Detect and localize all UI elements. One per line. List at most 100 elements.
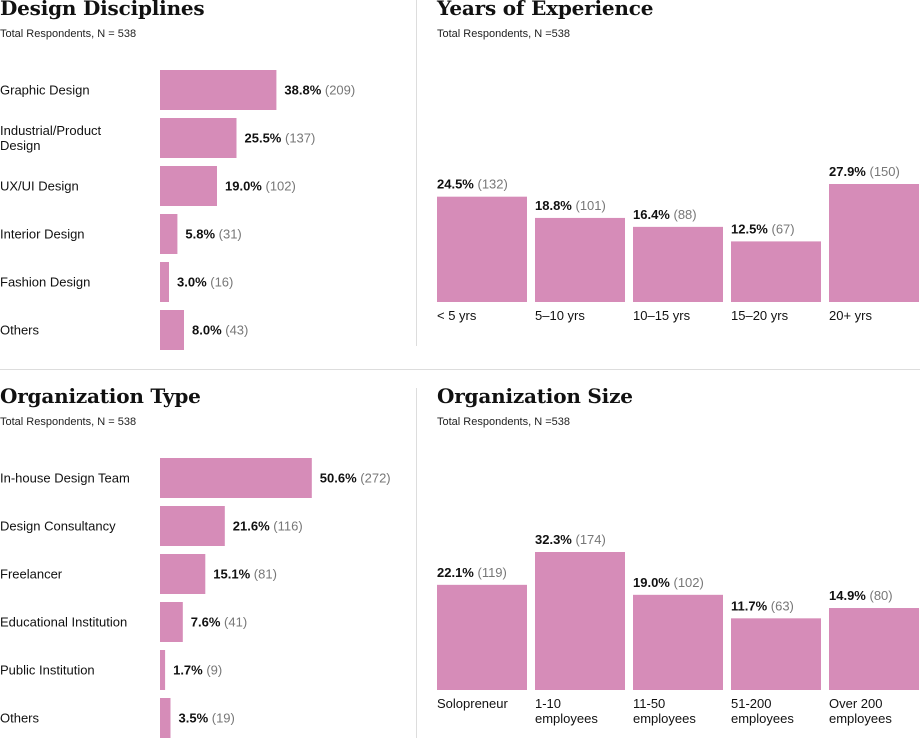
category-label: Over 200 (829, 696, 882, 711)
percent-label: 21.6% (233, 519, 270, 534)
bar (160, 458, 312, 498)
percent-label: 24.5% (437, 177, 474, 192)
data-label: 50.6% (272) (320, 471, 391, 486)
percent-label: 5.8% (185, 227, 215, 242)
data-label: 12.5% (67) (731, 221, 795, 236)
category-label: Freelancer (0, 567, 63, 582)
data-label: 19.0% (102) (633, 575, 704, 590)
percent-label: 32.3% (535, 532, 572, 547)
percent-label: 38.8% (284, 83, 321, 98)
bar (437, 196, 527, 302)
percent-label: 25.5% (245, 131, 282, 146)
category-label: Interior Design (0, 227, 85, 242)
percent-label: 22.1% (437, 565, 474, 580)
count-label: (16) (207, 275, 234, 290)
category-label: Design (0, 138, 40, 153)
count-label: (43) (222, 323, 249, 338)
count-label: (101) (572, 198, 606, 213)
divider-horizontal (0, 369, 920, 370)
percent-label: 15.1% (213, 567, 250, 582)
bar (160, 70, 277, 110)
chart-subtitle: Total Respondents, N = 538 (0, 416, 137, 428)
category-label: Others (0, 323, 40, 338)
years-of-experience-chart: 24.5% (132) < 5 yrs 18.8% (101) 5–10 yrs 16.… (437, 164, 919, 323)
data-label: 19.0% (102) (225, 179, 296, 194)
count-label: (19) (208, 711, 235, 726)
category-label: Graphic Design (0, 83, 90, 98)
percent-label: 50.6% (320, 471, 357, 486)
data-label: 11.7% (63) (731, 598, 794, 613)
years-of-experience-panel: Years of Experience Total Respondents, N… (437, 0, 920, 360)
bar (535, 217, 625, 302)
count-label: (132) (474, 177, 508, 192)
data-label: 8.0% (43) (192, 323, 248, 338)
category-label: Fashion Design (0, 275, 90, 290)
category-label: In-house Design Team (0, 471, 130, 486)
count-label: (102) (262, 179, 296, 194)
category-label: employees (633, 711, 696, 726)
data-label: 7.6% (41) (191, 615, 247, 630)
data-label: 27.9% (150) (829, 164, 900, 179)
organization-type-chart: In-house Design Team 50.6% (272) Design Co… (0, 458, 391, 738)
design-disciplines-chart: Graphic Design 38.8% (209) Industrial/Prod… (0, 70, 355, 350)
bar (160, 506, 225, 546)
category-label: Industrial/Product (0, 123, 102, 138)
percent-label: 3.5% (179, 711, 209, 726)
count-label: (174) (572, 532, 606, 547)
category-label: Design Consultancy (0, 519, 116, 534)
data-label: 38.8% (209) (284, 83, 355, 98)
bar (160, 602, 183, 642)
data-label: 15.1% (81) (213, 567, 277, 582)
bar (160, 214, 178, 254)
percent-label: 18.8% (535, 198, 572, 213)
count-label: (31) (215, 227, 242, 242)
category-label: employees (829, 711, 892, 726)
category-label: 15–20 yrs (731, 308, 789, 323)
organization-size-panel: Organization Size Total Respondents, N =… (437, 384, 920, 738)
category-label: 5–10 yrs (535, 308, 585, 323)
chart-title: Years of Experience (437, 0, 654, 20)
data-label: 24.5% (132) (437, 177, 508, 192)
bar (160, 554, 206, 594)
bar (160, 698, 171, 738)
percent-label: 1.7% (173, 663, 203, 678)
percent-label: 11.7% (731, 598, 768, 613)
category-label: employees (731, 711, 794, 726)
category-label: < 5 yrs (437, 308, 477, 323)
category-label: UX/UI Design (0, 179, 79, 194)
count-label: (137) (281, 131, 315, 146)
bar (160, 118, 237, 158)
data-label: 5.8% (31) (185, 227, 241, 242)
bar (160, 262, 169, 302)
category-label: Educational Institution (0, 615, 127, 630)
data-label: 18.8% (101) (535, 198, 606, 213)
percent-label: 12.5% (731, 221, 768, 236)
percent-label: 8.0% (192, 323, 222, 338)
bar (731, 241, 821, 302)
chart-subtitle: Total Respondents, N =538 (437, 28, 571, 40)
category-label: Public Institution (0, 663, 95, 678)
count-label: (272) (357, 471, 391, 486)
chart-subtitle: Total Respondents, N =538 (437, 416, 571, 428)
bar (829, 184, 919, 302)
count-label: (209) (321, 83, 355, 98)
count-label: (88) (670, 207, 697, 222)
bar (535, 552, 625, 690)
data-label: 14.9% (80) (829, 588, 893, 603)
data-label: 1.7% (9) (173, 663, 222, 678)
data-label: 16.4% (88) (633, 207, 697, 222)
divider-vertical-bottom (416, 388, 417, 738)
count-label: (80) (866, 588, 893, 603)
bar (437, 584, 527, 690)
percent-label: 19.0% (633, 575, 670, 590)
count-label: (63) (767, 598, 794, 613)
count-label: (41) (220, 615, 247, 630)
bar (160, 310, 184, 350)
data-label: 3.5% (19) (179, 711, 235, 726)
bar (829, 608, 919, 690)
chart-title: Organization Type (0, 384, 201, 408)
category-label: 11-50 (633, 696, 665, 711)
count-label: (102) (670, 575, 704, 590)
count-label: (9) (203, 663, 223, 678)
